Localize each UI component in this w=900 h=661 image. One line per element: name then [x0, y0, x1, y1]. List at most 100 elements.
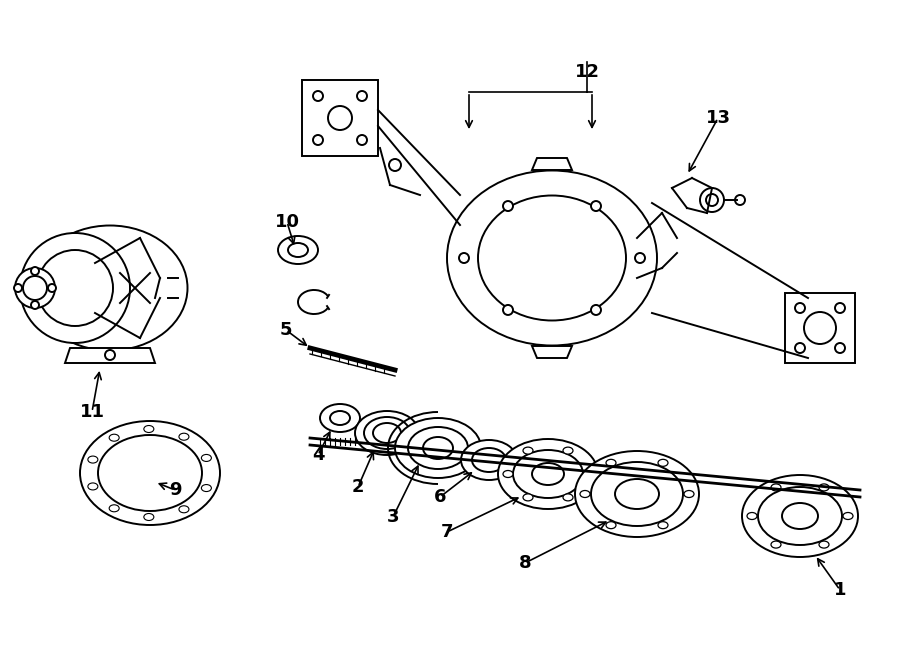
Ellipse shape: [88, 483, 98, 490]
Text: 1: 1: [833, 581, 846, 599]
Ellipse shape: [330, 411, 350, 425]
Ellipse shape: [408, 427, 468, 469]
Ellipse shape: [395, 418, 481, 478]
Polygon shape: [532, 346, 572, 358]
Circle shape: [31, 267, 39, 275]
Ellipse shape: [320, 404, 360, 432]
Ellipse shape: [202, 485, 211, 492]
Ellipse shape: [658, 522, 668, 529]
Circle shape: [804, 312, 836, 344]
Ellipse shape: [591, 462, 683, 526]
Ellipse shape: [782, 503, 818, 529]
Text: 13: 13: [706, 109, 731, 127]
Polygon shape: [785, 293, 855, 363]
Ellipse shape: [843, 512, 853, 520]
Ellipse shape: [563, 447, 573, 454]
Circle shape: [835, 343, 845, 353]
Polygon shape: [65, 348, 155, 363]
Ellipse shape: [144, 514, 154, 520]
Ellipse shape: [32, 225, 187, 350]
Ellipse shape: [583, 471, 593, 477]
Text: 2: 2: [352, 478, 365, 496]
Ellipse shape: [563, 494, 573, 501]
Circle shape: [795, 303, 805, 313]
Circle shape: [15, 268, 55, 308]
Circle shape: [591, 201, 601, 211]
Ellipse shape: [478, 196, 626, 321]
Text: 7: 7: [441, 523, 454, 541]
Ellipse shape: [98, 435, 202, 511]
Ellipse shape: [88, 456, 98, 463]
Circle shape: [503, 201, 513, 211]
Circle shape: [20, 233, 130, 343]
Ellipse shape: [819, 484, 829, 491]
Ellipse shape: [144, 426, 154, 432]
Ellipse shape: [523, 494, 533, 501]
Text: 11: 11: [79, 403, 104, 421]
Circle shape: [389, 159, 401, 171]
Ellipse shape: [742, 475, 858, 557]
Text: 10: 10: [274, 213, 300, 231]
Ellipse shape: [202, 455, 211, 461]
Text: 6: 6: [434, 488, 446, 506]
Ellipse shape: [278, 236, 318, 264]
Circle shape: [735, 195, 745, 205]
Circle shape: [357, 135, 367, 145]
Text: 8: 8: [518, 554, 531, 572]
Ellipse shape: [503, 471, 513, 477]
Text: 5: 5: [280, 321, 292, 339]
Ellipse shape: [771, 484, 781, 491]
Ellipse shape: [109, 434, 119, 441]
Ellipse shape: [498, 439, 598, 509]
Circle shape: [357, 91, 367, 101]
Text: 12: 12: [574, 63, 599, 81]
Circle shape: [700, 188, 724, 212]
Ellipse shape: [447, 171, 657, 346]
Circle shape: [105, 350, 115, 360]
Ellipse shape: [364, 417, 410, 449]
Ellipse shape: [606, 459, 616, 466]
Ellipse shape: [615, 479, 659, 509]
Ellipse shape: [684, 490, 694, 498]
Circle shape: [313, 135, 323, 145]
Ellipse shape: [532, 463, 564, 485]
Ellipse shape: [373, 423, 401, 443]
Ellipse shape: [423, 437, 453, 459]
Circle shape: [503, 305, 513, 315]
Ellipse shape: [819, 541, 829, 548]
Polygon shape: [302, 80, 378, 156]
Ellipse shape: [606, 522, 616, 529]
Ellipse shape: [109, 505, 119, 512]
Ellipse shape: [80, 421, 220, 525]
Ellipse shape: [580, 490, 590, 498]
Ellipse shape: [288, 243, 308, 257]
Circle shape: [795, 343, 805, 353]
Polygon shape: [532, 158, 572, 170]
Ellipse shape: [747, 512, 757, 520]
Ellipse shape: [523, 447, 533, 454]
Circle shape: [591, 305, 601, 315]
Text: 4: 4: [311, 446, 324, 464]
Ellipse shape: [461, 440, 517, 480]
Circle shape: [706, 194, 718, 206]
Circle shape: [48, 284, 56, 292]
Circle shape: [835, 303, 845, 313]
Text: 3: 3: [387, 508, 400, 526]
Ellipse shape: [179, 433, 189, 440]
Ellipse shape: [758, 487, 842, 545]
Circle shape: [31, 301, 39, 309]
Ellipse shape: [179, 506, 189, 513]
Ellipse shape: [513, 450, 583, 498]
Circle shape: [14, 284, 22, 292]
Circle shape: [328, 106, 352, 130]
Ellipse shape: [575, 451, 699, 537]
Circle shape: [313, 91, 323, 101]
Circle shape: [37, 250, 113, 326]
Ellipse shape: [771, 541, 781, 548]
Ellipse shape: [355, 411, 419, 455]
Text: 9: 9: [169, 481, 181, 499]
Ellipse shape: [472, 448, 506, 472]
Circle shape: [23, 276, 47, 300]
Ellipse shape: [658, 459, 668, 466]
Circle shape: [635, 253, 645, 263]
